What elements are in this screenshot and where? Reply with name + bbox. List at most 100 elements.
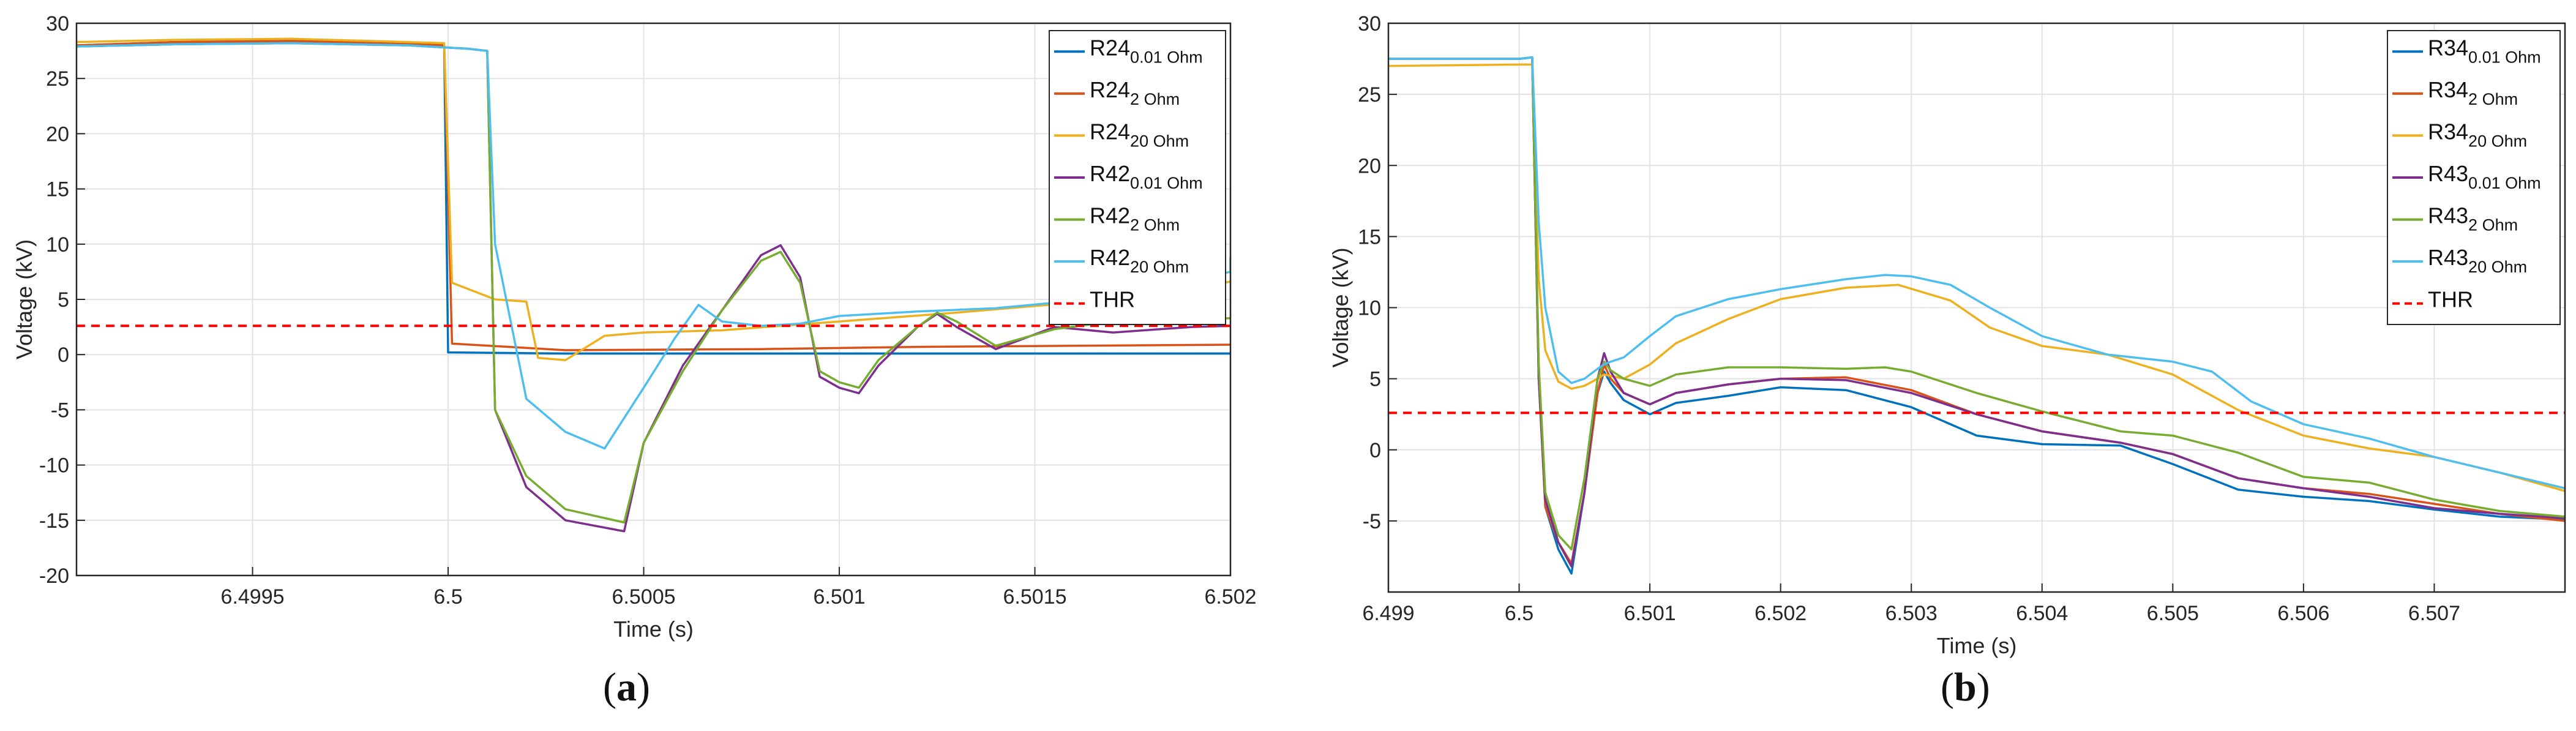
chart-b-legend-label: R4320 Ohm <box>2428 245 2527 276</box>
chart-a-legend-base: R42 <box>1090 161 1130 186</box>
chart-a-legend-sub: 0.01 Ohm <box>1130 174 1203 192</box>
chart-a-ytick-label: 5 <box>58 288 69 312</box>
chart-a-legend-label: R422 Ohm <box>1090 203 1180 234</box>
chart-a-legend-label: THR <box>1090 287 1135 312</box>
chart-a-ytick-label: 10 <box>46 233 69 257</box>
chart-b-ylabel: Voltage (kV) <box>1328 247 1353 367</box>
chart-a: 6.4995 6.5 6.5005 6.501 6.5015 6.502 -20 -15 -10… <box>12 12 1257 642</box>
chart-a-ytick-label: -5 <box>51 399 69 422</box>
chart-b-legend-base: R34 <box>2428 119 2468 144</box>
chart-a-ylabel: Voltage (kV) <box>12 239 37 359</box>
chart-a-xtick-label: 6.5005 <box>612 585 676 609</box>
chart-a-xtick-label: 6.501 <box>813 585 865 609</box>
chart-b-legend-sub: 2 Ohm <box>2468 216 2518 234</box>
chart-b-ytick-label: 15 <box>1358 225 1381 249</box>
chart-a-series-6 <box>77 42 1230 450</box>
chart-a-legend-label: R420.01 Ohm <box>1090 161 1203 192</box>
chart-a-xlabel: Time (s) <box>613 617 694 642</box>
panel-label-a-open: ( <box>603 665 616 710</box>
chart-b-legend-base: R34 <box>2428 77 2468 102</box>
chart-b-series-6 <box>1388 56 2565 490</box>
chart-b-legend-label: R3420 Ohm <box>2428 119 2527 150</box>
chart-b-legend-label: R340.01 Ohm <box>2428 35 2541 66</box>
panel-label-a-letter: a <box>616 665 637 710</box>
chart-b-legend-label: R342 Ohm <box>2428 77 2518 108</box>
chart-b-ytick-label: 20 <box>1358 154 1381 178</box>
chart-a-ytick-label: 0 <box>58 343 69 367</box>
chart-b-xlabel: Time (s) <box>1937 633 2017 658</box>
chart-b-ytick-label: 25 <box>1358 83 1381 107</box>
chart-b-legend-base: R43 <box>2428 245 2468 270</box>
chart-b-xtick-label: 6.505 <box>2147 602 2199 625</box>
chart-a-legend-base: R24 <box>1090 119 1130 144</box>
chart-b-legend-box <box>2387 30 2561 325</box>
chart-b-legend-base: R43 <box>2428 161 2468 186</box>
chart-b-legend-label: R430.01 Ohm <box>2428 161 2541 192</box>
chart-b-series-5 <box>1388 56 2565 551</box>
panel-label-b: (b) <box>1941 664 1990 711</box>
chart-b-ytick-label: 0 <box>1369 439 1381 462</box>
panel-label-b-open: ( <box>1941 665 1954 710</box>
chart-a-legend-sub: 20 Ohm <box>1130 258 1189 276</box>
chart-b-legend-base: THR <box>2428 287 2473 312</box>
panel-label-a: (a) <box>603 664 650 711</box>
chart-a-legend-sub: 2 Ohm <box>1130 216 1180 234</box>
chart-a-legend-label: R240.01 Ohm <box>1090 35 1203 66</box>
chart-b-legend-sub: 20 Ohm <box>2468 258 2527 276</box>
chart-b-legend-label: R432 Ohm <box>2428 203 2518 234</box>
chart-b-xtick-label: 6.507 <box>2408 602 2460 625</box>
chart-a-series-group <box>77 37 1230 533</box>
chart-b-ytick-label: 30 <box>1358 12 1381 36</box>
panel-label-b-letter: b <box>1953 665 1977 710</box>
chart-b-xtick-label: 6.502 <box>1754 602 1807 625</box>
chart-b-series-3 <box>1388 63 2565 492</box>
chart-a-ytick-label: 25 <box>46 67 69 91</box>
chart-a-legend-sub: 2 Ohm <box>1130 90 1180 108</box>
chart-b-xtick-label: 6.506 <box>2277 602 2329 625</box>
chart-a-legend-base: R42 <box>1090 203 1130 228</box>
chart-a-legend-base: R24 <box>1090 77 1130 102</box>
chart-b-series-4 <box>1388 56 2565 568</box>
chart-a-legend-sub: 0.01 Ohm <box>1130 48 1203 66</box>
chart-b-ytick-label: 5 <box>1369 368 1381 391</box>
chart-a-series-3 <box>77 37 1230 361</box>
chart-a-xtick-label: 6.4995 <box>221 585 285 609</box>
chart-b: 6.499 6.5 6.501 6.502 6.503 6.504 6.505 6.506 6.… <box>1328 12 2566 658</box>
chart-b-xtick-label: 6.503 <box>1885 602 1938 625</box>
chart-b-legend-label: THR <box>2428 287 2473 312</box>
chart-a-ytick-label: 15 <box>46 178 69 201</box>
chart-a-legend-base: R24 <box>1090 35 1130 60</box>
chart-a-ytick-label: -10 <box>39 454 69 478</box>
chart-b-series-1 <box>1388 56 2565 575</box>
chart-b-xtick-label: 6.504 <box>2016 602 2068 625</box>
chart-b-series-group <box>1388 56 2565 575</box>
chart-a-legend-label: R242 Ohm <box>1090 77 1180 108</box>
chart-a-xtick-label: 6.502 <box>1204 585 1256 609</box>
chart-b-xtick-label: 6.501 <box>1624 602 1676 625</box>
chart-a-legend-label: R4220 Ohm <box>1090 245 1189 276</box>
chart-a-legend-base: R42 <box>1090 245 1130 270</box>
chart-b-ytick-label: -5 <box>1363 510 1381 533</box>
chart-a-xtick-label: 6.5015 <box>1003 585 1067 609</box>
chart-b-legend-sub: 20 Ohm <box>2468 132 2527 150</box>
chart-b-legend-base: R34 <box>2428 35 2468 60</box>
chart-a-xtick-label: 6.5 <box>433 585 462 609</box>
chart-a-legend-label: R2420 Ohm <box>1090 119 1189 150</box>
chart-b-legend-sub: 0.01 Ohm <box>2468 174 2541 192</box>
chart-a-ytick-label: -15 <box>39 509 69 533</box>
chart-b-legend-sub: 2 Ohm <box>2468 90 2518 108</box>
panel-label-a-close: ) <box>636 665 650 710</box>
chart-a-ytick-label: -20 <box>39 564 69 588</box>
chart-a-legend-sub: 20 Ohm <box>1130 132 1189 150</box>
chart-a-ytick-label: 20 <box>46 122 69 146</box>
chart-b-xtick-label: 6.5 <box>1505 602 1533 625</box>
chart-b-legend-base: R43 <box>2428 203 2468 228</box>
chart-b-ytick-label: 10 <box>1358 297 1381 320</box>
chart-a-ytick-label: 30 <box>46 12 69 36</box>
chart-b-xtick-label: 6.499 <box>1362 602 1414 625</box>
chart-a-series-2 <box>77 40 1230 351</box>
chart-a-legend-base: THR <box>1090 287 1135 312</box>
chart-b-legend-sub: 0.01 Ohm <box>2468 48 2541 66</box>
